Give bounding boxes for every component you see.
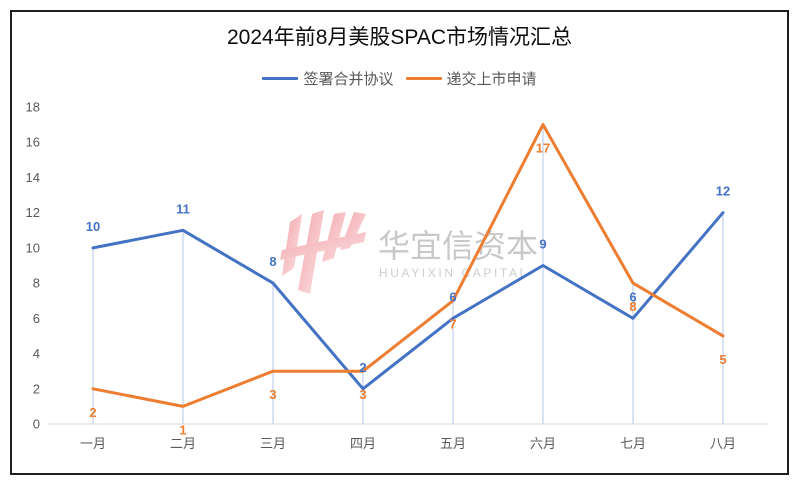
legend-line-swatch	[262, 76, 299, 80]
x-tick-label: 一月	[80, 436, 106, 451]
data-labels: 10 11 8 2 6 9 6 12 2 1 3 3 7 17 8 5	[86, 141, 730, 438]
data-label-listing-applications: 3	[269, 387, 276, 402]
x-tick-label: 三月	[260, 436, 286, 451]
data-label-listing-applications: 17	[536, 141, 550, 156]
data-label-merger-agreements: 9	[539, 237, 546, 252]
drop-lines	[92, 124, 724, 424]
data-label-merger-agreements: 2	[359, 360, 366, 375]
y-tick-label: 10	[26, 240, 40, 255]
watermark-logo	[280, 210, 366, 294]
watermark-logo-stripe	[322, 212, 346, 262]
y-tick-label: 16	[26, 135, 40, 150]
legend-item-listing-applications: 递交上市申请	[405, 68, 537, 89]
data-label-merger-agreements: 6	[629, 289, 636, 304]
y-axis-tick-labels: 0 2 4 6 8 10 12 14 16 18	[26, 100, 40, 432]
y-tick-label: 18	[26, 100, 40, 115]
legend: 签署合并协议 递交上市申请	[10, 68, 789, 88]
data-label-listing-applications: 1	[179, 422, 186, 437]
watermark-logo-stripe	[282, 214, 302, 276]
series-line-listing-applications	[91, 123, 725, 408]
y-tick-label: 4	[33, 346, 40, 361]
data-label-listing-applications: 3	[359, 387, 366, 402]
legend-line-swatch	[405, 76, 442, 80]
data-label-merger-agreements: 10	[86, 219, 100, 234]
data-label-listing-applications: 5	[719, 352, 726, 367]
watermark: 华宜信资本 HUAYIXIN CAPITAL	[280, 210, 538, 294]
data-label-merger-agreements: 8	[269, 254, 276, 269]
x-tick-label: 二月	[170, 436, 196, 451]
data-label-listing-applications: 7	[449, 317, 456, 332]
watermark-name-en: HUAYIXIN CAPITAL	[379, 266, 529, 280]
data-label-merger-agreements: 6	[449, 289, 456, 304]
x-tick-label: 六月	[530, 436, 556, 451]
data-label-merger-agreements: 12	[716, 184, 730, 199]
data-label-listing-applications: 8	[629, 299, 636, 314]
x-tick-label: 八月	[710, 436, 736, 451]
x-tick-label: 七月	[620, 436, 646, 451]
y-tick-label: 14	[26, 170, 40, 185]
x-axis-category-labels: 一月 二月 三月 四月 五月 六月 七月 八月	[80, 436, 736, 451]
y-tick-label: 6	[33, 311, 40, 326]
x-tick-label: 四月	[350, 436, 376, 451]
y-tick-label: 12	[26, 205, 40, 220]
data-label-merger-agreements: 11	[176, 201, 190, 216]
watermark-logo-stripe	[280, 232, 366, 260]
chart-title: 2024年前8月美股SPAC市场情况汇总	[226, 26, 573, 49]
series-line-merger-agreements	[91, 211, 725, 391]
y-tick-label: 2	[33, 381, 40, 396]
watermark-name-cn: 华宜信资本	[378, 228, 538, 264]
legend-label: 签署合并协议	[303, 70, 394, 88]
x-tick-label: 五月	[440, 436, 466, 451]
legend-label: 递交上市申请	[446, 70, 537, 88]
y-tick-label: 0	[33, 417, 40, 432]
data-label-listing-applications: 2	[89, 405, 96, 420]
legend-item-merger-agreements: 签署合并协议	[262, 68, 394, 89]
y-tick-label: 8	[33, 276, 40, 291]
series-lines	[91, 123, 725, 408]
